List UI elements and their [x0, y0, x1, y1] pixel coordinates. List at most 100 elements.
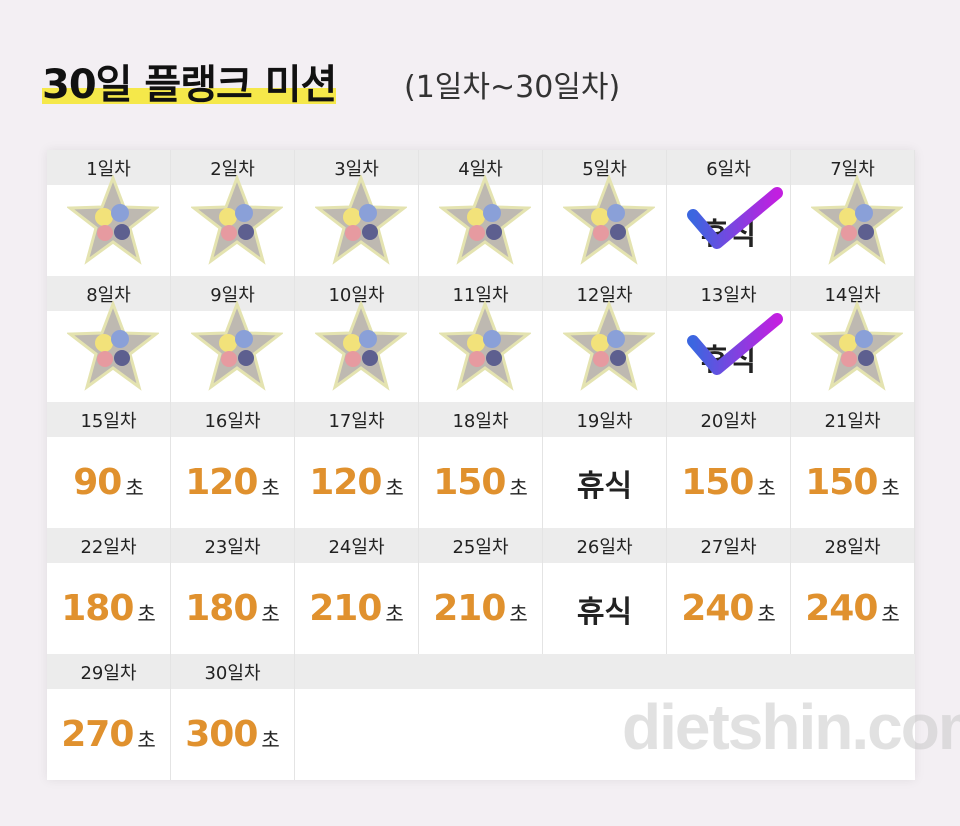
subtitle: (1일차~30일차) [404, 70, 621, 105]
rest: 휴식 [576, 468, 633, 504]
day-label: 29일차 [47, 654, 170, 689]
day-label: 21일차 [791, 402, 914, 437]
day-cell [791, 654, 915, 780]
day-content: 210 초 [295, 563, 418, 654]
seconds: 150 [805, 462, 878, 503]
day-label: 18일차 [419, 402, 542, 437]
sticker [65, 173, 161, 269]
seconds: 180 [185, 588, 258, 629]
day-content: 120 초 [171, 437, 294, 528]
seconds: 300 [185, 714, 258, 755]
day-label: 26일차 [543, 528, 666, 563]
day-cell: 20일차 150 초 [667, 402, 791, 528]
day-content: 180 초 [47, 563, 170, 654]
day-content: 300 초 [171, 689, 294, 780]
day-label: 22일차 [47, 528, 170, 563]
day-cell: 1일차 [47, 150, 171, 276]
seconds: 90 [73, 462, 122, 503]
unit: 초 [757, 602, 776, 626]
sticker [313, 299, 409, 395]
day-label: 30일차 [171, 654, 294, 689]
day-cell: 28일차 240 초 [791, 528, 915, 654]
day-content [543, 173, 666, 276]
seconds: 150 [681, 462, 754, 503]
day-label: 1일차 [47, 150, 170, 185]
unit: 초 [261, 476, 280, 500]
seconds: 210 [433, 588, 506, 629]
seconds: 270 [61, 714, 134, 755]
day-label: 25일차 [419, 528, 542, 563]
day-content: 150 초 [667, 437, 790, 528]
day-cell: 15일차 90 초 [47, 402, 171, 528]
day-cell: 19일차 휴식 [543, 402, 667, 528]
day-content [47, 173, 170, 276]
day-content: 210 초 [419, 563, 542, 654]
unit: 초 [881, 602, 900, 626]
day-content [419, 173, 542, 276]
day-cell: 5일차 [543, 150, 667, 276]
day-cell: 22일차 180 초 [47, 528, 171, 654]
day-content: 150 초 [791, 437, 914, 528]
day-label: 13일차 [667, 276, 790, 311]
day-cell: 2일차 [171, 150, 295, 276]
day-content [295, 299, 418, 402]
day-label: 16일차 [171, 402, 294, 437]
day-content [47, 299, 170, 402]
unit: 초 [137, 728, 156, 752]
sticker [561, 173, 657, 269]
day-content [419, 299, 542, 402]
day-cell: 17일차 120 초 [295, 402, 419, 528]
day-content [171, 173, 294, 276]
sticker [685, 311, 785, 385]
day-cell: 6일차 휴식 [667, 150, 791, 276]
rest: 휴식 [576, 594, 633, 630]
title: 30일 플랭크 미션 [42, 52, 337, 110]
seconds: 180 [61, 588, 134, 629]
seconds: 240 [805, 588, 878, 629]
day-label: 14일차 [791, 276, 914, 311]
day-label: 24일차 [295, 528, 418, 563]
day-label: 11일차 [419, 276, 542, 311]
day-label: 27일차 [667, 528, 790, 563]
unit: 초 [509, 476, 528, 500]
day-cell [667, 654, 791, 780]
day-cell: 13일차 휴식 [667, 276, 791, 402]
day-cell [419, 654, 543, 780]
unit: 초 [881, 476, 900, 500]
day-label [667, 654, 791, 689]
unit: 초 [509, 602, 528, 626]
day-cell: 10일차 [295, 276, 419, 402]
day-content: 휴식 [667, 185, 790, 276]
seconds: 240 [681, 588, 754, 629]
seconds: 120 [309, 462, 382, 503]
sticker [685, 185, 785, 259]
day-label: 9일차 [171, 276, 294, 311]
day-label [419, 654, 543, 689]
day-cell: 27일차 240 초 [667, 528, 791, 654]
day-label: 7일차 [791, 150, 914, 185]
day-cell: 7일차 [791, 150, 915, 276]
sticker [189, 299, 285, 395]
day-cell: 9일차 [171, 276, 295, 402]
day-cell: 3일차 [295, 150, 419, 276]
day-label: 6일차 [667, 150, 790, 185]
seconds: 210 [309, 588, 382, 629]
sticker [313, 173, 409, 269]
unit: 초 [385, 476, 404, 500]
sticker [65, 299, 161, 395]
day-cell: 24일차 210 초 [295, 528, 419, 654]
day-content [295, 173, 418, 276]
day-cell: 4일차 [419, 150, 543, 276]
day-label: 2일차 [171, 150, 294, 185]
day-cell: 30일차 300 초 [171, 654, 295, 780]
sticker [809, 173, 905, 269]
unit: 초 [261, 728, 280, 752]
day-label [791, 654, 915, 689]
seconds: 150 [433, 462, 506, 503]
seconds: 120 [185, 462, 258, 503]
day-cell: 14일차 [791, 276, 915, 402]
watermark: dietshin.com [622, 691, 960, 763]
day-cell: 12일차 [543, 276, 667, 402]
day-content: 휴식 [543, 437, 666, 528]
